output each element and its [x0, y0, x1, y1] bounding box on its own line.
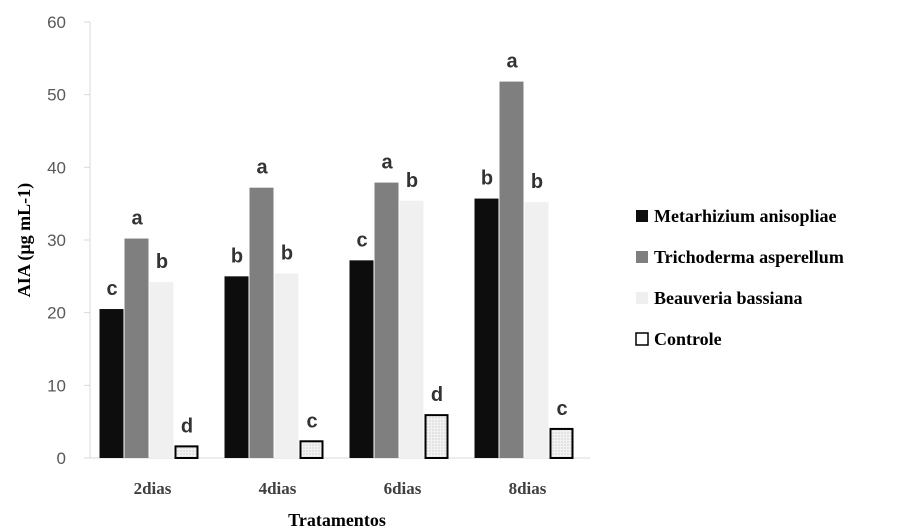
- significance-letter: b: [156, 251, 168, 273]
- x-tick-label: 8dias: [509, 479, 547, 498]
- bar: [174, 445, 199, 459]
- x-axis-label: Tratamentos: [288, 510, 386, 530]
- legend-label: Beauveria bassiana: [654, 288, 803, 308]
- bar: [224, 276, 249, 458]
- significance-letter: a: [506, 51, 518, 73]
- y-tick-label: 50: [47, 86, 66, 105]
- y-tick-label: 60: [47, 13, 66, 32]
- legend-swatch: [636, 292, 648, 304]
- legend-swatch: [635, 332, 649, 346]
- bar: [374, 182, 399, 459]
- y-tick-label: 30: [47, 231, 66, 250]
- y-axis: 0 10 20 30 40 50 60: [47, 13, 91, 468]
- legend: Metarhizium anisopliae Trichoderma aspere…: [635, 206, 844, 349]
- y-axis-label: AIA (µg mL-1): [14, 183, 35, 297]
- significance-letter: a: [381, 152, 393, 174]
- bar: [549, 427, 574, 459]
- bar: [349, 260, 374, 458]
- y-tick-label: 0: [57, 449, 66, 468]
- bars: [99, 81, 574, 460]
- x-tick-label: 6dias: [384, 479, 422, 498]
- significance-letter: c: [356, 229, 367, 251]
- significance-letter: d: [181, 415, 193, 437]
- bar: [249, 187, 274, 458]
- bar: [424, 414, 449, 460]
- legend-label: Trichoderma asperellum: [654, 247, 844, 267]
- y-tick-label: 20: [47, 304, 66, 323]
- y-tick-label: 10: [47, 376, 66, 395]
- x-tick-label: 4dias: [259, 479, 297, 498]
- significance-letter: a: [131, 208, 143, 230]
- significance-letter: c: [106, 278, 117, 300]
- bar: [99, 309, 124, 458]
- bar: [124, 238, 149, 458]
- bar: [399, 200, 424, 458]
- bar: [474, 198, 499, 458]
- legend-label: Metarhizium anisopliae: [654, 206, 837, 226]
- legend-label: Controle: [654, 329, 722, 349]
- significance-letter: d: [431, 384, 443, 406]
- significance-letter: b: [281, 242, 293, 264]
- significance-letter: c: [306, 410, 317, 432]
- bar: [524, 202, 549, 458]
- x-axis-categories: 2dias 4dias 6dias 8dias: [134, 479, 547, 498]
- significance-letter: b: [406, 170, 418, 192]
- legend-swatch: [636, 210, 648, 222]
- significance-letter: c: [556, 398, 567, 420]
- significance-letter: b: [531, 171, 543, 193]
- bar: [274, 273, 299, 458]
- significance-letter: b: [231, 245, 243, 267]
- legend-swatch: [636, 251, 648, 263]
- bar: [499, 81, 524, 458]
- x-tick-label: 2dias: [134, 479, 172, 498]
- y-tick-label: 40: [47, 158, 66, 177]
- significance-letter: b: [481, 168, 493, 190]
- significance-letter: a: [256, 157, 268, 179]
- bar: [149, 282, 174, 458]
- bar: [299, 440, 324, 459]
